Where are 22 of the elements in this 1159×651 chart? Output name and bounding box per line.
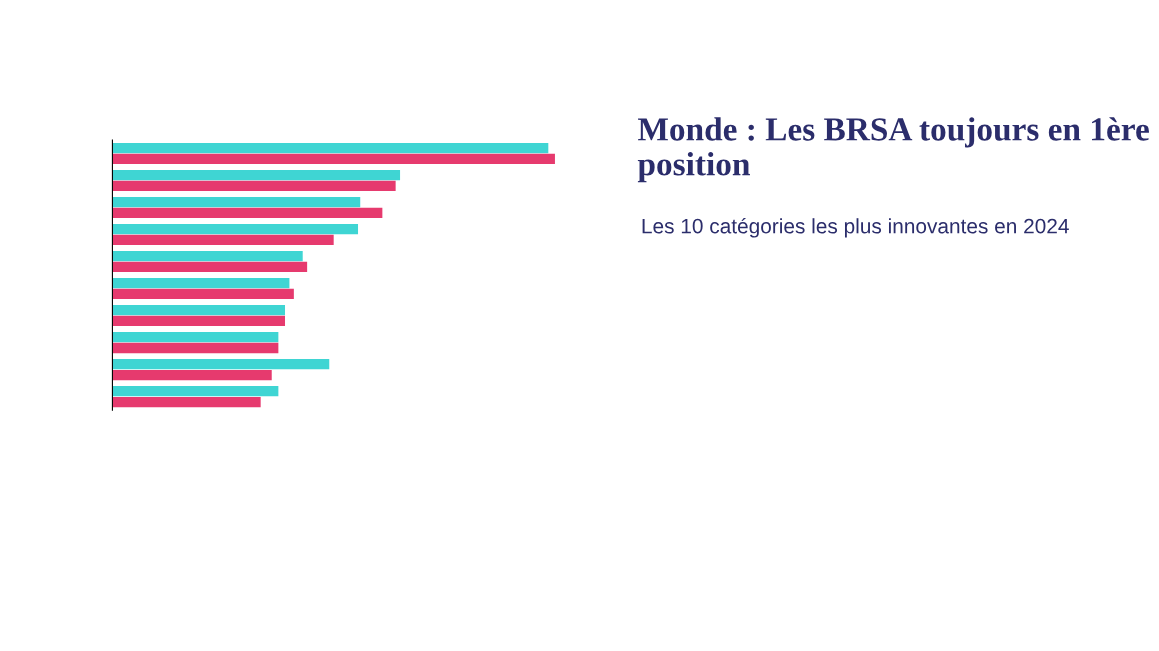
text: Les 10 catégories les plus innovantes en 2024 — [642, 217, 1069, 238]
bar — [112, 342, 279, 354]
bar — [112, 288, 294, 300]
bar — [112, 369, 272, 381]
bar — [112, 234, 334, 246]
bar — [112, 196, 361, 208]
bar — [112, 396, 261, 408]
bar — [112, 142, 549, 154]
bar — [112, 251, 303, 262]
bar — [112, 180, 396, 192]
bar — [112, 386, 279, 397]
bar — [112, 332, 279, 343]
bar — [112, 223, 359, 235]
bar — [112, 278, 290, 289]
bar — [112, 153, 555, 165]
bar — [112, 315, 286, 327]
bar — [112, 305, 286, 316]
bar — [112, 359, 330, 370]
text: Monde : Les BRSA toujours en 1ère position — [637, 117, 1149, 183]
bar — [112, 169, 401, 181]
bar — [112, 261, 308, 273]
bar — [112, 207, 383, 219]
